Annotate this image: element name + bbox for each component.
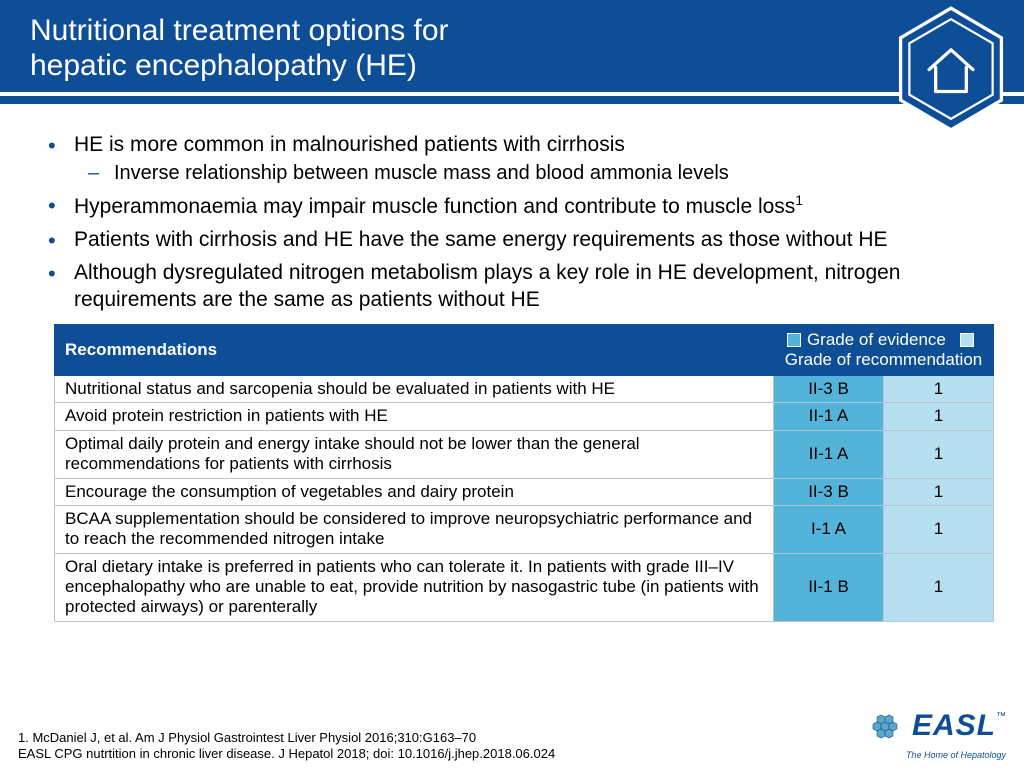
bullet-item: Hyperammonaemia may impair muscle functi… [30, 192, 994, 221]
cell-recommendation: Encourage the consumption of vegetables … [55, 478, 774, 505]
title-line-2: hepatic encephalopathy (HE) [30, 49, 417, 82]
legend-evidence-label: Grade of evidence [807, 330, 946, 349]
cell-grade-evidence: II-1 A [774, 430, 884, 478]
sub-bullet-text: Inverse relationship between muscle mass… [114, 162, 729, 184]
footer-citations: 1. McDaniel J, et al. Am J Physiol Gastr… [0, 730, 573, 763]
cell-grade-recommendation: 1 [884, 430, 994, 478]
bullet-list: HE is more common in malnourished patien… [30, 132, 994, 314]
bullet-item: Patients with cirrhosis and HE have the … [30, 227, 994, 254]
slide-header: Nutritional treatment options for hepati… [0, 0, 1024, 96]
table-row: BCAA supplementation should be considere… [55, 505, 994, 553]
citation-line-2: EASL CPG nutrtition in chronic liver dis… [18, 746, 555, 762]
header-accent-bar [0, 96, 1024, 104]
col-recommendations: Recommendations [55, 324, 774, 375]
bullet-text: Although dysregulated nitrogen metabolis… [74, 261, 900, 311]
legend-swatch-evidence [787, 333, 801, 347]
citation-line-1: 1. McDaniel J, et al. Am J Physiol Gastr… [18, 730, 555, 746]
home-icon [896, 6, 1006, 132]
cell-recommendation: Oral dietary intake is preferred in pati… [55, 553, 774, 621]
bullet-item: Although dysregulated nitrogen metabolis… [30, 260, 994, 314]
bullet-text: Patients with cirrhosis and HE have the … [74, 228, 888, 251]
cell-recommendation: Avoid protein restriction in patients wi… [55, 403, 774, 430]
cell-grade-evidence: II-1 B [774, 553, 884, 621]
title-line-1: Nutritional treatment options for [30, 14, 449, 47]
superscript-ref: 1 [795, 193, 803, 208]
col-legend: Grade of evidence Grade of recommendatio… [774, 324, 994, 375]
home-hex-badge[interactable] [896, 6, 1006, 132]
table-header-row: Recommendations Grade of evidence Grade … [55, 324, 994, 375]
logo-hex-cluster-icon [868, 711, 908, 750]
legend-swatch-recommendation [960, 333, 974, 347]
cell-grade-recommendation: 1 [884, 553, 994, 621]
cell-recommendation: Optimal daily protein and energy intake … [55, 430, 774, 478]
table-body: Nutritional status and sarcopenia should… [55, 375, 994, 621]
table-row: Avoid protein restriction in patients wi… [55, 403, 994, 430]
bullet-item: HE is more common in malnourished patien… [30, 132, 994, 186]
bullet-text: HE is more common in malnourished patien… [74, 133, 625, 156]
cell-grade-evidence: I-1 A [774, 505, 884, 553]
content-area: HE is more common in malnourished patien… [0, 96, 1024, 314]
easl-logo: EASL™ The Home of Hepatology [868, 711, 1006, 760]
cell-grade-recommendation: 1 [884, 478, 994, 505]
table-row: Optimal daily protein and energy intake … [55, 430, 994, 478]
recommendations-table: Recommendations Grade of evidence Grade … [54, 324, 994, 622]
cell-grade-evidence: II-3 B [774, 375, 884, 402]
cell-grade-recommendation: 1 [884, 375, 994, 402]
sub-bullet-list: Inverse relationship between muscle mass… [74, 161, 994, 187]
table-row: Oral dietary intake is preferred in pati… [55, 553, 994, 621]
col-recommendations-label: Recommendations [65, 340, 217, 359]
cell-grade-recommendation: 1 [884, 505, 994, 553]
legend-recommendation-label: Grade of recommendation [785, 350, 983, 369]
cell-grade-evidence: II-3 B [774, 478, 884, 505]
logo-tm: ™ [996, 711, 1006, 722]
cell-grade-evidence: II-1 A [774, 403, 884, 430]
table-row: Encourage the consumption of vegetables … [55, 478, 994, 505]
bullet-text: Hyperammonaemia may impair muscle functi… [74, 195, 795, 218]
logo-tagline: The Home of Hepatology [868, 750, 1006, 760]
table-row: Nutritional status and sarcopenia should… [55, 375, 994, 402]
page-title: Nutritional treatment options for hepati… [30, 14, 994, 83]
cell-recommendation: Nutritional status and sarcopenia should… [55, 375, 774, 402]
recommendations-table-wrap: Recommendations Grade of evidence Grade … [54, 324, 994, 622]
cell-grade-recommendation: 1 [884, 403, 994, 430]
logo-text: EASL [912, 709, 996, 742]
sub-bullet-item: Inverse relationship between muscle mass… [74, 161, 994, 187]
cell-recommendation: BCAA supplementation should be considere… [55, 505, 774, 553]
